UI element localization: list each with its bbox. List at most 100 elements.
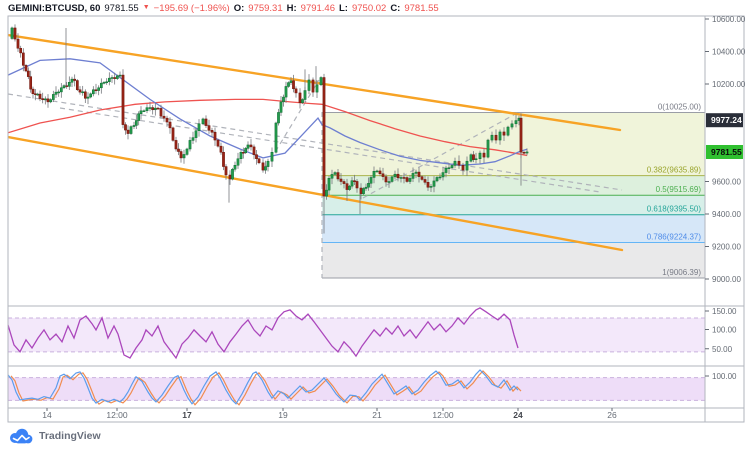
candle-down: [162, 115, 166, 119]
candle-up: [244, 148, 248, 153]
candle-up: [315, 84, 319, 93]
candle-up: [432, 180, 436, 187]
candle-up: [231, 168, 234, 180]
candle-up: [67, 82, 71, 87]
symbol-header: GEMINI:BTCUSD, 60 9781.55 ▼ −195.69 (−1.…: [8, 2, 439, 15]
last-price: 9781.55: [104, 3, 139, 14]
time-tick-label: 19: [278, 410, 288, 420]
candle-up: [110, 77, 114, 79]
down-triangle-icon: ▼: [142, 4, 150, 11]
candle-up: [246, 144, 250, 149]
candle-down: [94, 89, 98, 91]
ind1-tick-label: 100.00: [712, 326, 737, 335]
open-value: 9759.31: [248, 3, 283, 14]
candle-up: [51, 94, 55, 100]
candle-up: [89, 93, 93, 98]
candle-up: [414, 171, 418, 174]
current-price-label: [706, 144, 743, 159]
candle-down: [75, 80, 79, 90]
candle-down: [353, 180, 356, 182]
candle-up: [70, 78, 74, 83]
candle-down: [174, 140, 178, 150]
candle-down: [219, 145, 223, 153]
candle-up: [375, 170, 379, 173]
indicator1-band: [8, 317, 705, 352]
candle-down: [168, 121, 172, 129]
candle-up: [270, 152, 274, 162]
candle-down: [355, 181, 359, 189]
tradingview-logo[interactable]: TradingView: [8, 427, 101, 445]
candle-up: [134, 120, 138, 126]
oscillator-line: [7, 307, 519, 360]
candle-up: [54, 91, 58, 95]
candle-up: [132, 125, 136, 127]
candle-down: [156, 107, 160, 110]
low-label: L:: [339, 3, 348, 14]
candle-up: [469, 154, 473, 162]
candle-up: [390, 176, 394, 182]
candle-down: [177, 148, 180, 152]
candle-up: [59, 87, 63, 93]
candle-up: [367, 183, 370, 188]
candle-up: [81, 91, 85, 94]
candle-up: [514, 120, 518, 125]
candle-up: [399, 177, 403, 179]
candle-up: [148, 107, 152, 109]
price-change: −195.69 (−1.96%): [153, 3, 230, 14]
candle-down: [423, 179, 427, 183]
price-tick-label: 9000.00: [712, 275, 741, 284]
fib-band: [322, 214, 705, 243]
candle-down: [261, 162, 265, 171]
candle-up: [444, 167, 448, 173]
symbol-name[interactable]: GEMINI:BTCUSD, 60: [8, 3, 101, 14]
time-tick-label: 24: [513, 410, 523, 420]
candle-down: [179, 151, 183, 159]
candle-up: [333, 172, 337, 175]
candle-up: [274, 122, 278, 153]
candle-down: [249, 144, 253, 148]
candle-down: [339, 178, 343, 182]
candle-down: [502, 131, 506, 136]
candle-up: [277, 112, 280, 124]
fib-label: 0(10025.00): [658, 102, 701, 111]
candle-up: [325, 189, 328, 197]
main-pane[interactable]: [8, 24, 705, 279]
candle-up: [239, 152, 243, 159]
candle-down: [228, 174, 232, 180]
candle-up: [447, 167, 451, 169]
candle-up: [264, 166, 267, 171]
candle-up: [191, 137, 195, 141]
candle-up: [287, 82, 290, 87]
candle-up: [303, 90, 307, 100]
candle-up: [57, 91, 61, 94]
candle-up: [474, 158, 478, 160]
stoch-k-line: [7, 369, 519, 405]
price-tick-label: 9200.00: [712, 243, 741, 252]
candle-down: [124, 124, 127, 131]
ind2-tick-label: 100.00: [712, 372, 737, 381]
candle-up: [279, 101, 283, 113]
indicator2-band: [8, 377, 705, 401]
candle-up: [486, 139, 490, 158]
candle-up: [450, 165, 454, 168]
candle-up: [393, 173, 397, 178]
candle-down: [113, 77, 117, 79]
candle-down: [378, 170, 382, 175]
candle-up: [102, 82, 106, 84]
candle-down: [396, 173, 400, 179]
candle-down: [342, 181, 346, 184]
candle-up: [153, 107, 157, 111]
fib-band: [322, 175, 705, 196]
ma-slow-red-line: [8, 98, 528, 157]
candle-up: [372, 171, 376, 178]
candle-down: [359, 187, 363, 194]
candle-up: [233, 165, 237, 170]
candle-up: [408, 178, 412, 182]
candle-down: [121, 74, 125, 125]
candle-down: [151, 107, 155, 111]
candle-down: [494, 134, 498, 141]
candle-down: [19, 48, 23, 54]
candle-down: [241, 152, 245, 154]
